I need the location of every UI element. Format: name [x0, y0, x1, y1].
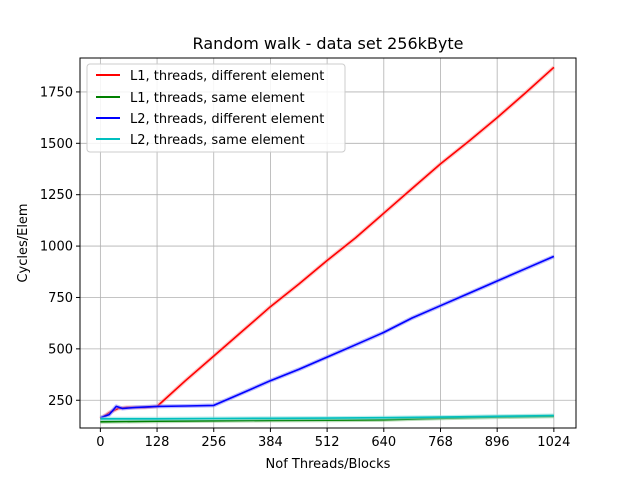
x-tick-label: 384	[258, 435, 283, 450]
x-tick-label: 1024	[537, 435, 570, 450]
series-line-2	[100, 255, 555, 419]
y-tick-label: 1750	[40, 85, 73, 100]
y-tick-label: 1250	[40, 188, 73, 203]
y-axis-label: Cycles/Elem	[16, 203, 31, 282]
ticks: 0 128 256 384 512 640 768 896 1024 250 500 750 1000 1…	[40, 85, 570, 450]
series-layer	[99, 65, 556, 424]
y-tick-label: 1500	[40, 137, 73, 152]
series-line-3	[100, 414, 554, 420]
plot-frame	[79, 57, 577, 429]
x-tick-label: 0	[96, 435, 104, 450]
x-tick-label: 640	[371, 435, 396, 450]
y-tick-label: 1000	[40, 240, 73, 255]
y-tick-label: 250	[48, 394, 73, 409]
legend-label-l2-different: L2, threads, different element	[130, 112, 324, 127]
x-tick-label: 128	[145, 435, 170, 450]
x-tick-label: 896	[485, 435, 510, 450]
legend-label-l1-same: L1, threads, same element	[130, 91, 305, 106]
legend: L1, threads, different element L1, threa…	[86, 63, 346, 153]
x-tick-label: 256	[201, 435, 226, 450]
x-tick-label: 512	[315, 435, 340, 450]
legend-label-l1-different: L1, threads, different element	[130, 69, 324, 84]
legend-label-l2-same: L2, threads, same element	[130, 133, 305, 148]
chart-title: Random walk - data set 256kByte	[193, 34, 464, 53]
y-tick-label: 750	[48, 291, 73, 306]
x-tick-label: 768	[428, 435, 453, 450]
x-axis-label: Nof Threads/Blocks	[266, 457, 391, 472]
legend-box	[86, 63, 346, 153]
y-tick-label: 500	[48, 342, 73, 357]
